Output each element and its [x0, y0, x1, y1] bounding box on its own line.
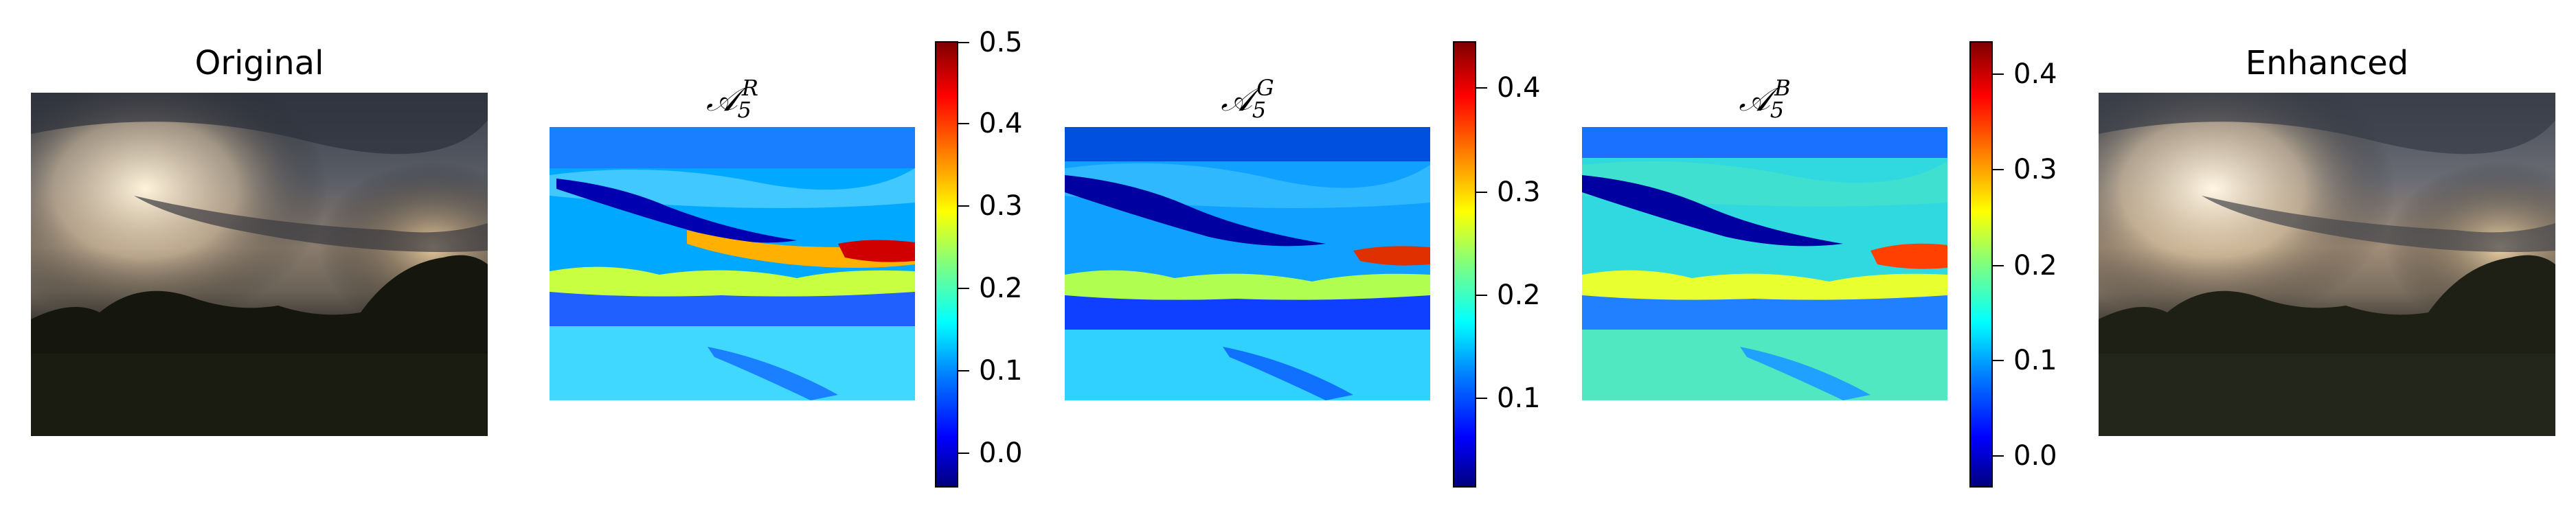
colorbar-tick: [1993, 73, 2004, 75]
colorbar-tick-label: 0.4: [979, 108, 1023, 139]
colorbar-tick: [1476, 398, 1487, 399]
colorbar-tick-label: 0.3: [1497, 176, 1541, 208]
colorbar-tick: [1993, 455, 2004, 457]
colorbar-tick-label: 0.1: [2013, 345, 2057, 376]
colorbar-tick-label: 0.5: [979, 27, 1023, 58]
colorbar-tick-label: 0.0: [2013, 440, 2057, 472]
title-symbol: 𝒜: [1221, 80, 1252, 119]
colorbar-tick-label: 0.4: [2013, 58, 2057, 90]
title-subscript: 5: [737, 97, 752, 123]
colorbar-tick: [1993, 169, 2004, 170]
colorbar-tick: [958, 370, 969, 371]
colorbar-tick-label: 0.2: [1497, 279, 1541, 311]
colorbar-tick: [958, 288, 969, 289]
colorbar-tick: [1993, 265, 2004, 266]
title-symbol: 𝒜: [1739, 80, 1770, 119]
colorbar-blue: [1969, 41, 1993, 488]
colorbar-tick: [1476, 295, 1487, 296]
colorbar-tick: [958, 453, 969, 454]
colorbar-tick: [958, 42, 969, 43]
panel-title-green: 𝒜5G: [1065, 77, 1430, 121]
colorbar-tick-label: 0.4: [1497, 72, 1541, 104]
colorbar-tick: [1993, 360, 2004, 361]
heatmap-blue: [1582, 127, 1947, 400]
title-superscript: G: [1256, 75, 1274, 101]
original-photo: [31, 93, 488, 436]
colorbar-tick-label: 0.2: [2013, 250, 2057, 282]
colorbar-tick-label: 0.3: [979, 190, 1023, 222]
title-superscript: B: [1774, 75, 1791, 101]
title-subscript: 5: [1252, 97, 1267, 123]
colorbar-tick: [958, 205, 969, 207]
title-subscript: 5: [1770, 97, 1785, 123]
panel-title-original: Original: [194, 44, 324, 82]
colorbar-tick-label: 0.0: [979, 437, 1023, 469]
heatmap-red: [550, 127, 915, 400]
colorbar-tick: [1476, 192, 1487, 193]
colorbar-green: [1453, 41, 1476, 488]
colorbar-tick-label: 0.2: [979, 273, 1023, 304]
colorbar-tick: [1476, 87, 1487, 89]
enhanced-photo: [2099, 93, 2555, 436]
panel-title-enhanced: Enhanced: [2245, 44, 2409, 82]
colorbar-tick-label: 0.1: [979, 355, 1023, 387]
title-symbol: 𝒜: [706, 80, 738, 119]
colorbar-tick-label: 0.3: [2013, 154, 2057, 185]
heatmap-green: [1065, 127, 1430, 400]
title-superscript: R: [741, 75, 758, 101]
colorbar-tick: [958, 123, 969, 124]
panel-title-blue: 𝒜5B: [1582, 77, 1947, 121]
panel-title-red: 𝒜5R: [550, 77, 915, 121]
colorbar-red: [935, 41, 958, 488]
colorbar-tick-label: 0.1: [1497, 382, 1541, 414]
